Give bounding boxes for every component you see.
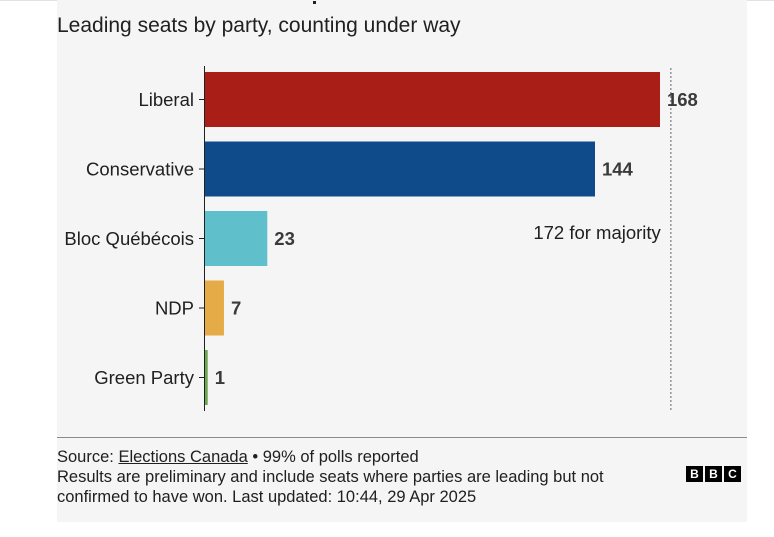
data-label: 1 <box>215 367 225 388</box>
footer-divider <box>57 437 747 438</box>
bbc-logo: B B C <box>686 466 741 482</box>
bar <box>205 72 660 127</box>
majority-label: 172 for majority <box>533 222 661 243</box>
bar <box>205 350 208 405</box>
source-line: Source: Elections Canada • 99% of polls … <box>57 447 657 467</box>
source-link[interactable]: Elections Canada <box>118 448 248 466</box>
footer: Source: Elections Canada • 99% of polls … <box>57 447 657 507</box>
category-label: NDP <box>155 298 194 319</box>
clipped-mark <box>313 1 316 4</box>
logo-letter: C <box>724 466 741 482</box>
logo-letter: B <box>686 466 703 482</box>
source-prefix: Source: <box>57 448 119 466</box>
category-label: Bloc Québécois <box>64 228 194 249</box>
category-label: Liberal <box>138 89 194 110</box>
bar <box>205 211 268 266</box>
footer-note: Results are preliminary and include seat… <box>57 468 604 506</box>
category-label: Conservative <box>86 159 194 180</box>
data-label: 7 <box>231 298 241 319</box>
bar <box>205 280 224 336</box>
chart-title: Leading seats by party, counting under w… <box>57 14 461 37</box>
source-suffix: • 99% of polls reported <box>247 448 419 466</box>
data-label: 168 <box>667 89 698 110</box>
data-label: 23 <box>274 228 295 249</box>
bar <box>205 141 595 197</box>
data-label: 144 <box>602 159 634 180</box>
category-label: Green Party <box>94 367 194 388</box>
logo-letter: B <box>705 466 722 482</box>
